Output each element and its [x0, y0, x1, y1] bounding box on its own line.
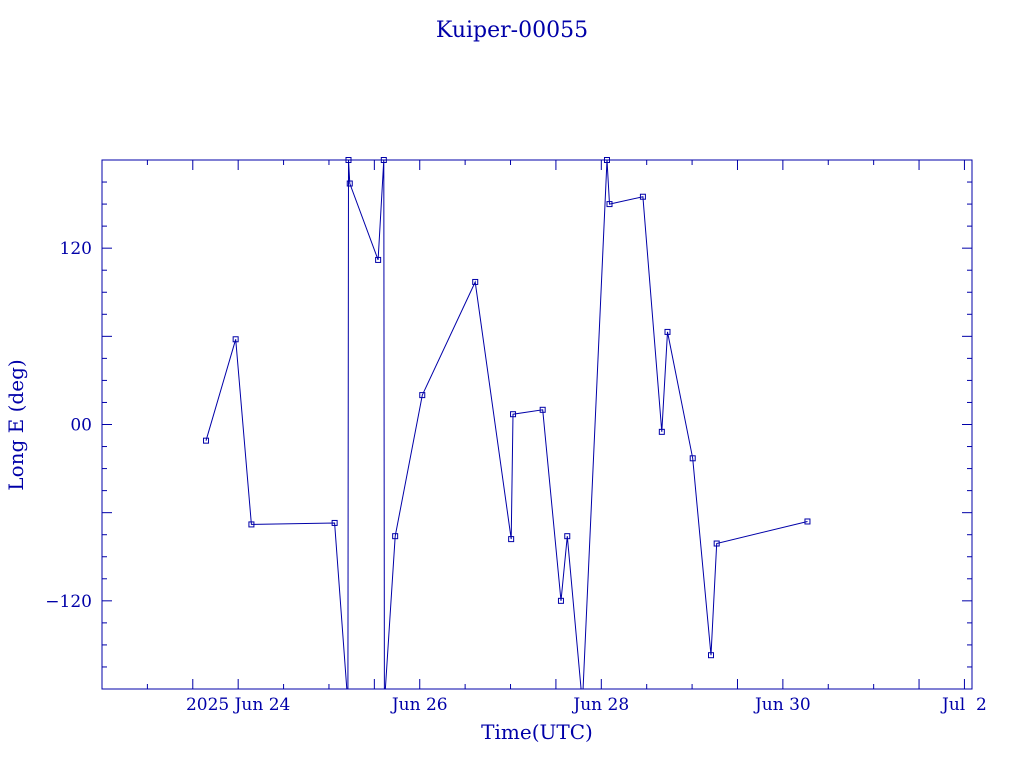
data-point	[564, 533, 571, 540]
data-point	[639, 193, 646, 200]
data-point	[539, 406, 546, 413]
x-tick-label: Jun 26	[390, 695, 448, 715]
y-axis-label: Long E (deg)	[4, 359, 28, 490]
y-tick-label: 00	[70, 416, 92, 436]
data-point	[510, 411, 517, 418]
plot-frame	[101, 159, 973, 690]
data-point	[331, 519, 338, 526]
data-point	[713, 540, 720, 547]
x-axis-label: Time(UTC)	[481, 720, 593, 744]
data-point	[375, 256, 382, 263]
data-point	[557, 597, 564, 604]
y-tick-label: 120	[60, 239, 92, 259]
axis-ticks	[102, 160, 972, 689]
data-point	[804, 518, 811, 525]
data-point	[689, 455, 696, 462]
x-tick-label: Jun 30	[753, 695, 811, 715]
data-point	[658, 428, 665, 435]
data-point	[380, 157, 387, 163]
data-point	[508, 536, 515, 543]
data-point	[346, 180, 353, 187]
y-tick-label: −120	[45, 592, 92, 612]
x-tick-label: Jul 2	[940, 695, 987, 715]
x-tick-labels: 2025 Jun 24 Jun 26 Jun 28 Jun 30 Jul 2	[186, 695, 987, 715]
x-tick-label: Jun 28	[571, 695, 629, 715]
series-line	[205, 160, 808, 689]
series-group	[203, 157, 811, 689]
data-point	[664, 328, 671, 335]
data-point	[603, 157, 610, 163]
data-point	[232, 336, 239, 343]
data-point	[472, 278, 479, 285]
y-tick-labels: −120 00 120	[45, 239, 92, 612]
data-point	[345, 157, 352, 163]
x-tick-label: 2025 Jun 24	[186, 695, 290, 715]
data-point	[708, 652, 714, 659]
chart-title: Kuiper-00055	[436, 18, 588, 43]
data-point	[419, 392, 426, 399]
data-point	[606, 201, 613, 208]
data-point	[248, 521, 255, 528]
data-point	[392, 533, 399, 540]
data-point	[203, 437, 210, 444]
